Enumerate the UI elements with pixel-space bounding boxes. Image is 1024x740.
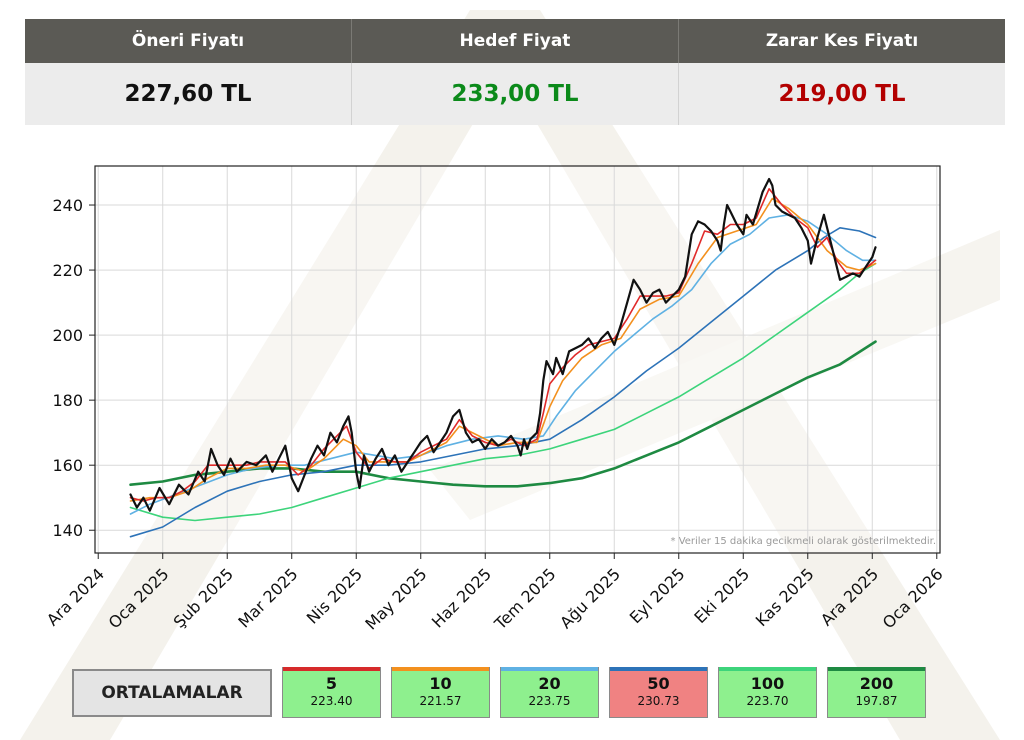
target-price-header: Hedef Fiyat bbox=[351, 19, 678, 63]
plot-frame bbox=[94, 165, 941, 554]
average-box-100: 100 223.70 bbox=[718, 667, 817, 718]
x-tick-label: Kas 2025 bbox=[752, 564, 818, 630]
average-color-stripe bbox=[392, 667, 489, 671]
average-color-stripe bbox=[610, 667, 707, 671]
ma100-line bbox=[129, 262, 877, 522]
ma10-line bbox=[129, 197, 877, 502]
delay-note: * Veriler 15 dakika gecikmeli olarak gös… bbox=[671, 536, 936, 547]
average-box-10: 10 221.57 bbox=[391, 667, 490, 718]
average-value: 230.73 bbox=[637, 694, 680, 708]
average-value: 221.57 bbox=[419, 694, 462, 708]
average-value: 197.87 bbox=[855, 694, 898, 708]
averages-label: ORTALAMALAR bbox=[72, 669, 272, 717]
suggested-price-header: Öneri Fiyatı bbox=[131, 31, 245, 51]
average-period: 100 bbox=[750, 674, 785, 693]
x-tick-label: Tem 2025 bbox=[490, 564, 560, 634]
average-value: 223.75 bbox=[528, 694, 571, 708]
stop-loss-header: Zarar Kes Fiyatı bbox=[678, 19, 1005, 63]
x-tick-label: Mar 2025 bbox=[234, 564, 301, 631]
price-table-values: 227,60 TL 233,00 TL 219,00 TL bbox=[25, 63, 1005, 125]
price-table-header: Öneri Fiyatı Hedef Fiyat Zarar Kes Fiyat… bbox=[25, 19, 1005, 63]
y-tick-label: 180 bbox=[52, 391, 83, 410]
average-box-5: 5 223.40 bbox=[282, 667, 381, 718]
target-price-value: 233,00 TL bbox=[351, 63, 678, 125]
average-box-200: 200 197.87 bbox=[827, 667, 926, 718]
average-box-20: 20 223.75 bbox=[500, 667, 599, 718]
x-tick-label: Ara 2024 bbox=[43, 564, 108, 629]
average-value: 223.70 bbox=[746, 694, 789, 708]
average-color-stripe bbox=[828, 667, 925, 671]
y-tick-label: 160 bbox=[52, 456, 83, 475]
average-color-stripe bbox=[501, 667, 598, 671]
price-line bbox=[129, 177, 877, 512]
stop-loss-value: 219,00 TL bbox=[678, 63, 1005, 125]
x-tick-label: Oca 2025 bbox=[105, 564, 173, 632]
y-tick-label: 220 bbox=[52, 261, 83, 280]
x-tick-label: Eyl 2025 bbox=[626, 564, 689, 627]
x-tick-label: Eki 2025 bbox=[690, 564, 753, 627]
average-color-stripe bbox=[283, 667, 380, 671]
y-tick-label: 140 bbox=[52, 521, 83, 540]
x-tick-label: Nis 2025 bbox=[303, 564, 366, 627]
x-tick-label: Haz 2025 bbox=[428, 564, 495, 631]
suggested-price-value: 227,60 TL bbox=[124, 81, 252, 107]
x-tick-label: Ara 2025 bbox=[817, 564, 882, 629]
x-tick-label: Ağu 2025 bbox=[556, 564, 624, 632]
x-tick-label: Oca 2026 bbox=[879, 564, 947, 632]
average-color-stripe bbox=[719, 667, 816, 671]
average-period: 10 bbox=[429, 674, 452, 693]
average-period: 5 bbox=[325, 674, 338, 693]
average-period: 50 bbox=[647, 674, 670, 693]
average-period: 200 bbox=[859, 674, 894, 693]
average-value: 223.40 bbox=[310, 694, 353, 708]
x-tick-label: May 2025 bbox=[361, 564, 430, 633]
price-table: Öneri Fiyatı Hedef Fiyat Zarar Kes Fiyat… bbox=[25, 19, 1005, 125]
average-box-50: 50 230.73 bbox=[609, 667, 708, 718]
y-tick-label: 240 bbox=[52, 196, 83, 215]
y-tick-label: 200 bbox=[52, 326, 83, 345]
x-tick-label: Şub 2025 bbox=[170, 564, 237, 631]
average-period: 20 bbox=[538, 674, 561, 693]
